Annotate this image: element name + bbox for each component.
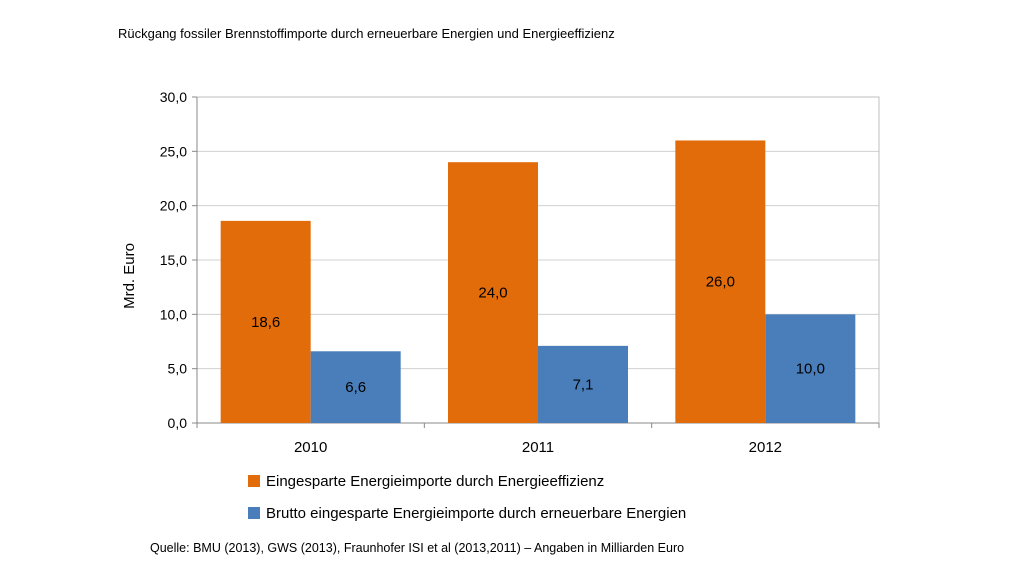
- data-label: 6,6: [345, 379, 366, 396]
- data-label: 18,6: [251, 314, 280, 331]
- bar: [310, 351, 401, 423]
- y-tick-label: 5,0: [168, 361, 188, 377]
- legend-swatch: [248, 507, 260, 519]
- y-tick-label: 30,0: [160, 89, 187, 105]
- x-tick-label: 2011: [522, 439, 554, 456]
- y-tick-label: 20,0: [160, 198, 187, 214]
- data-label: 7,1: [573, 376, 594, 393]
- bar: [538, 345, 628, 423]
- data-label: 26,0: [706, 274, 735, 291]
- y-tick-label: 10,0: [160, 306, 187, 322]
- data-label: 10,0: [796, 361, 825, 378]
- bar: [675, 140, 766, 423]
- data-labels: 18,6 6,6 24,0 7,1 26,0 10,0: [251, 274, 825, 396]
- x-tick-label: 2012: [749, 439, 782, 456]
- bar: [220, 220, 311, 423]
- bar: [765, 314, 856, 423]
- page-title: Rückgang fossiler Brennstoffimporte durc…: [118, 26, 615, 41]
- legend-swatch: [248, 475, 260, 487]
- legend-label: Brutto eingesparte Energieimporte durch …: [266, 505, 686, 522]
- source-note: Quelle: BMU (2013), GWS (2013), Fraunhof…: [150, 541, 685, 555]
- bars: [220, 140, 856, 423]
- y-tick-label: 15,0: [160, 252, 187, 268]
- y-axis-label: Mrd. Euro: [121, 243, 138, 309]
- y-tick-label: 0,0: [168, 415, 188, 431]
- data-label: 24,0: [478, 285, 507, 302]
- y-tick-label: 25,0: [160, 143, 187, 159]
- legend-label: Eingesparte Energieimporte durch Energie…: [266, 473, 604, 490]
- bar: [448, 162, 538, 423]
- legend: Eingesparte Energieimporte durch Energie…: [248, 473, 686, 522]
- x-tick-label: 2010: [294, 439, 327, 456]
